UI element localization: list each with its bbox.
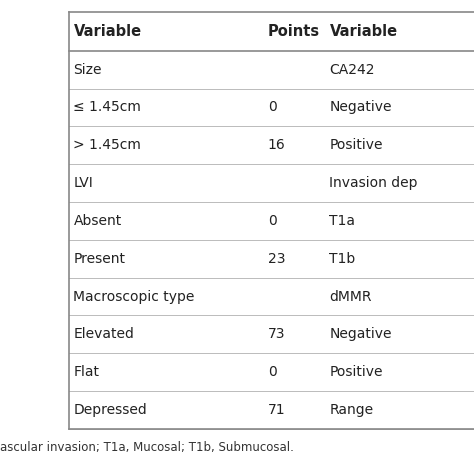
Text: 73: 73 <box>268 328 285 341</box>
Text: T1a: T1a <box>329 214 356 228</box>
Text: Range: Range <box>329 403 374 417</box>
Text: Present: Present <box>73 252 126 266</box>
Text: 16: 16 <box>268 138 285 152</box>
Text: dMMR: dMMR <box>329 290 372 303</box>
Text: 23: 23 <box>268 252 285 266</box>
Text: T1b: T1b <box>329 252 356 266</box>
Text: Positive: Positive <box>329 138 383 152</box>
Text: CA242: CA242 <box>329 63 375 77</box>
Text: Elevated: Elevated <box>73 328 134 341</box>
Text: LVI: LVI <box>73 176 93 190</box>
Text: Absent: Absent <box>73 214 122 228</box>
Text: ascular invasion; T1a, Mucosal; T1b, Submucosal.: ascular invasion; T1a, Mucosal; T1b, Sub… <box>0 441 294 454</box>
Text: Macroscopic type: Macroscopic type <box>73 290 195 303</box>
Text: Variable: Variable <box>73 24 142 39</box>
Text: ≤ 1.45cm: ≤ 1.45cm <box>73 100 141 114</box>
Text: Negative: Negative <box>329 100 392 114</box>
Text: 0: 0 <box>268 214 276 228</box>
Text: Invasion dep: Invasion dep <box>329 176 418 190</box>
Text: Positive: Positive <box>329 365 383 379</box>
Text: Negative: Negative <box>329 328 392 341</box>
Text: Depressed: Depressed <box>73 403 147 417</box>
Text: Points: Points <box>268 24 320 39</box>
Text: Flat: Flat <box>73 365 100 379</box>
Text: 71: 71 <box>268 403 285 417</box>
Text: 0: 0 <box>268 365 276 379</box>
Text: Size: Size <box>73 63 102 77</box>
Text: Variable: Variable <box>329 24 398 39</box>
Text: 0: 0 <box>268 100 276 114</box>
Text: > 1.45cm: > 1.45cm <box>73 138 141 152</box>
